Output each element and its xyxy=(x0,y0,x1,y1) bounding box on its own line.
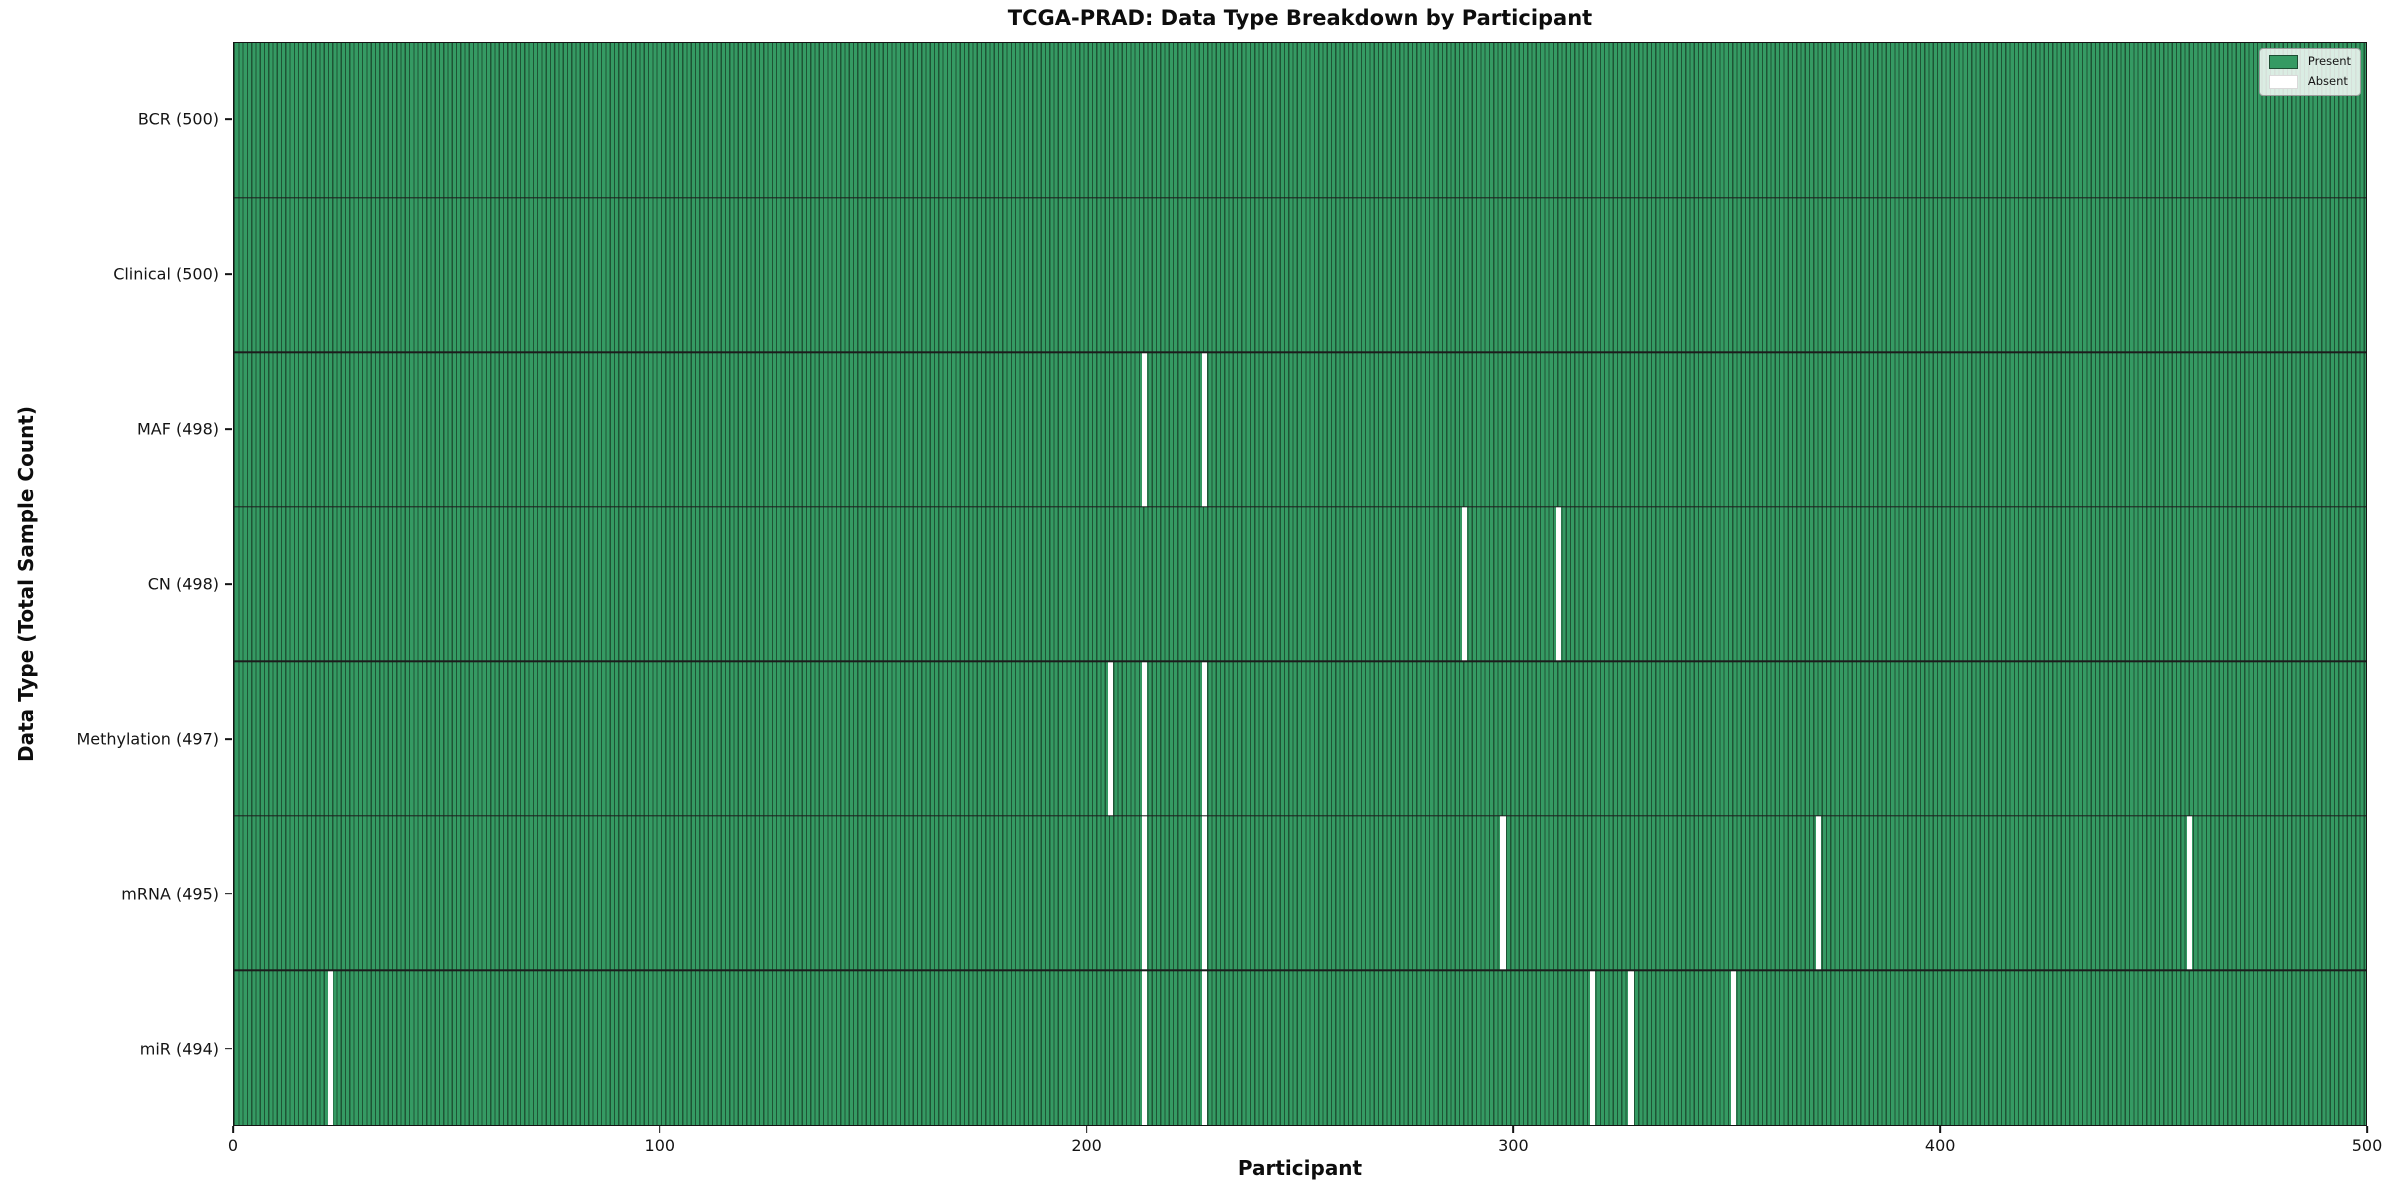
row-separator xyxy=(234,196,2366,199)
absent-cell xyxy=(327,970,334,1125)
row-separator xyxy=(234,351,2366,353)
row-separator xyxy=(234,660,2366,662)
y-tick-mark xyxy=(225,738,232,740)
x-tick-label: 200 xyxy=(1071,1136,1102,1155)
x-tick-label: 400 xyxy=(1924,1136,1956,1155)
x-axis-label: Participant xyxy=(1237,1156,1363,1180)
absent-cell xyxy=(1108,661,1114,816)
absent-cell xyxy=(1142,661,1148,816)
y-tick-label: mRNA (495) xyxy=(121,884,219,904)
x-tick-mark xyxy=(1939,1126,1942,1133)
y-tick-mark xyxy=(225,273,232,276)
y-tick-mark xyxy=(225,583,232,585)
absent-swatch xyxy=(2268,75,2298,89)
x-tick-mark xyxy=(232,1126,234,1133)
absent-cell xyxy=(1589,970,1596,1125)
absent-cell xyxy=(1201,352,1208,507)
absent-cell xyxy=(1462,506,1468,662)
absent-cell xyxy=(1201,970,1208,1125)
row-separator xyxy=(234,969,2366,972)
absent-cell xyxy=(2186,815,2193,971)
plot-area: Present Absent xyxy=(233,42,2367,1126)
absent-cell xyxy=(1201,661,1208,816)
y-tick-label: Methylation (497) xyxy=(76,729,219,749)
y-tick-mark xyxy=(225,1047,232,1050)
legend-label-absent: Absent xyxy=(2307,74,2348,89)
absent-cell xyxy=(1815,815,1822,971)
x-tick-mark xyxy=(2366,1126,2368,1133)
absent-cell xyxy=(1500,815,1506,971)
y-tick-mark xyxy=(225,428,232,430)
x-tick-label: 300 xyxy=(1498,1136,1529,1155)
absent-cell xyxy=(1201,815,1208,971)
y-tick-label: miR (494) xyxy=(139,1039,219,1059)
x-tick-mark xyxy=(1512,1126,1515,1133)
y-tick-label: BCR (500) xyxy=(137,109,219,129)
x-tick-mark xyxy=(1085,1126,1088,1133)
x-axis: 0 100 200 300 400 500 xyxy=(228,1126,2382,1170)
x-tick-label: 0 xyxy=(227,1136,239,1155)
x-tick-mark xyxy=(658,1126,661,1133)
legend-label-present: Present xyxy=(2307,54,2351,69)
y-tick-mark xyxy=(225,892,232,895)
legend-entry-absent: Absent xyxy=(2268,74,2351,89)
y-axis: BCR (500) Clinical (500) MAF (498) CN (498)… xyxy=(0,42,233,1126)
present-swatch xyxy=(2268,55,2298,69)
row-separator xyxy=(234,506,2366,508)
row-separator xyxy=(234,815,2366,817)
y-tick-label: CN (498) xyxy=(147,574,219,594)
absent-cell xyxy=(1142,970,1148,1125)
legend-entry-present: Present xyxy=(2268,54,2351,69)
x-tick-label: 500 xyxy=(2351,1136,2383,1155)
absent-cell xyxy=(1142,352,1148,507)
absent-cell xyxy=(1142,815,1148,971)
absent-cell xyxy=(1730,970,1736,1125)
absent-cell xyxy=(1555,506,1562,662)
legend: Present Absent xyxy=(2258,48,2361,96)
chart-title: TCGA-PRAD: Data Type Breakdown by Partic… xyxy=(1007,6,1593,30)
y-tick-label: MAF (498) xyxy=(136,419,219,439)
y-tick-label: Clinical (500) xyxy=(113,264,219,284)
x-tick-label: 100 xyxy=(644,1136,676,1155)
absent-cell xyxy=(1628,970,1634,1125)
y-tick-mark xyxy=(225,118,232,121)
